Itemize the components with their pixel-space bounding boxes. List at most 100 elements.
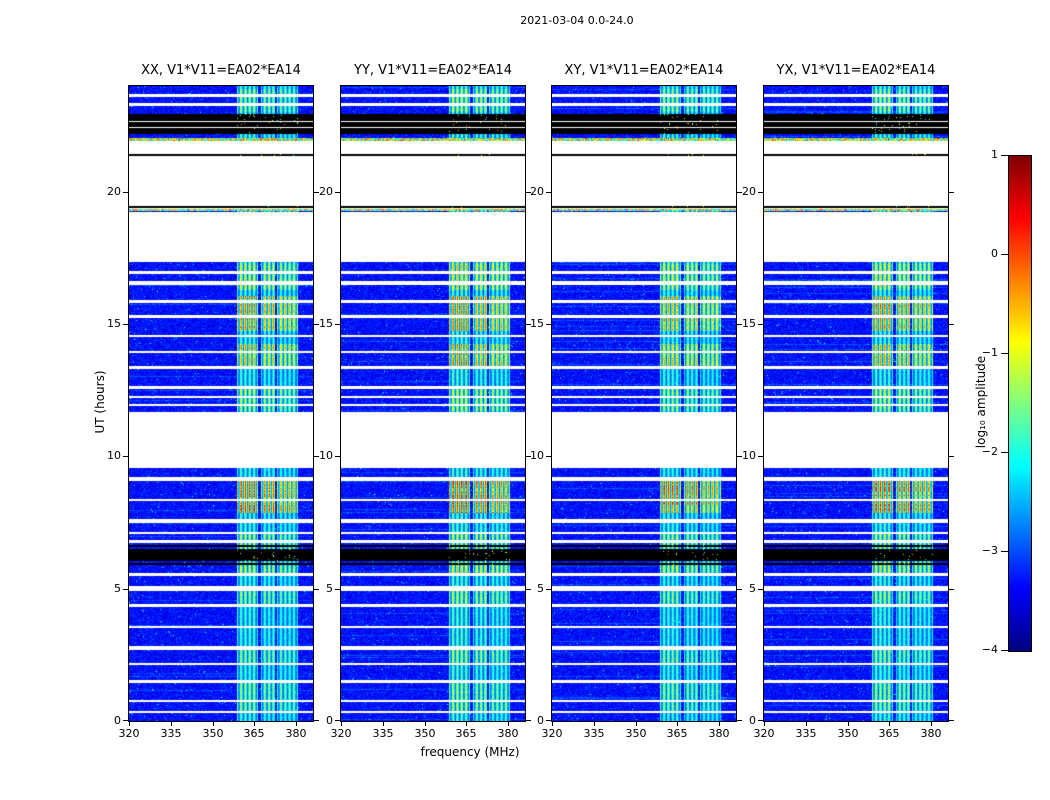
x-tick-label: 335 bbox=[372, 727, 394, 740]
y-tick-right bbox=[314, 324, 319, 325]
y-tick-right bbox=[737, 589, 742, 590]
y-tick bbox=[123, 456, 128, 457]
y-axis-label: UT (hours) bbox=[93, 370, 107, 434]
y-tick-label: 10 bbox=[742, 449, 756, 462]
y-tick-label: 5 bbox=[114, 582, 121, 595]
spectrogram-canvas bbox=[129, 86, 313, 721]
x-tick bbox=[848, 722, 849, 726]
y-tick-label: 15 bbox=[319, 317, 333, 330]
y-tick-label: 10 bbox=[530, 449, 544, 462]
x-tick-label: 335 bbox=[795, 727, 817, 740]
y-tick bbox=[758, 720, 763, 721]
y-tick-right bbox=[526, 720, 531, 721]
x-tick-label: 350 bbox=[625, 727, 647, 740]
x-tick-label: 365 bbox=[243, 727, 265, 740]
y-tick-label: 0 bbox=[114, 714, 121, 727]
y-tick bbox=[546, 324, 551, 325]
x-tick bbox=[677, 722, 678, 726]
y-tick-right bbox=[526, 324, 531, 325]
y-tick-label: 0 bbox=[326, 714, 333, 727]
x-tick bbox=[383, 722, 384, 726]
x-tick bbox=[254, 722, 255, 726]
y-tick-label: 15 bbox=[742, 317, 756, 330]
y-tick bbox=[546, 720, 551, 721]
x-tick bbox=[719, 722, 720, 726]
y-tick bbox=[335, 720, 340, 721]
y-tick-label: 15 bbox=[530, 317, 544, 330]
x-tick-label: 380 bbox=[920, 727, 942, 740]
panel-title: YX, V1*V11=EA02*EA14 bbox=[776, 63, 936, 78]
colorbar bbox=[1008, 155, 1032, 652]
y-tick-label: 5 bbox=[749, 582, 756, 595]
y-tick-right bbox=[737, 720, 742, 721]
x-tick bbox=[341, 722, 342, 726]
y-tick-label: 10 bbox=[319, 449, 333, 462]
y-tick-right bbox=[526, 589, 531, 590]
spectrogram-panel-xx: XX, V1*V11=EA02*EA14 0 5 10 15 20 320 335 350 36… bbox=[107, 63, 319, 740]
x-tick-label: 320 bbox=[330, 727, 352, 740]
colorbar-tick bbox=[1001, 353, 1008, 354]
colorbar-tick bbox=[1001, 551, 1008, 552]
spectrogram-panel-yy: YY, V1*V11=EA02*EA14 0 5 10 15 20 320 335 350 36… bbox=[319, 63, 531, 740]
colorbar-canvas bbox=[1009, 156, 1031, 651]
x-tick-label: 380 bbox=[285, 727, 307, 740]
y-tick-right bbox=[737, 456, 742, 457]
y-tick bbox=[335, 324, 340, 325]
colorbar-tick bbox=[1001, 155, 1008, 156]
x-tick-label: 320 bbox=[753, 727, 775, 740]
colorbar-tick-label: −1 bbox=[981, 346, 998, 359]
x-tick bbox=[636, 722, 637, 726]
y-tick bbox=[123, 720, 128, 721]
x-tick bbox=[806, 722, 807, 726]
spectrogram-canvas bbox=[552, 86, 736, 721]
y-tick-label: 15 bbox=[107, 317, 121, 330]
y-tick-label: 0 bbox=[749, 714, 756, 727]
y-tick bbox=[123, 589, 128, 590]
x-tick-label: 335 bbox=[160, 727, 182, 740]
x-tick bbox=[508, 722, 509, 726]
y-tick bbox=[758, 324, 763, 325]
y-tick-right bbox=[314, 192, 319, 193]
x-tick bbox=[129, 722, 130, 726]
x-tick bbox=[931, 722, 932, 726]
y-tick-right bbox=[949, 456, 954, 457]
y-tick-label: 0 bbox=[537, 714, 544, 727]
colorbar-label: log₁₀ amplitude bbox=[974, 355, 988, 449]
y-tick bbox=[546, 589, 551, 590]
spectrogram-canvas bbox=[341, 86, 525, 721]
figure-title: 2021-03-04 0.0-24.0 bbox=[520, 14, 634, 27]
x-tick-label: 365 bbox=[455, 727, 477, 740]
y-tick-right bbox=[737, 192, 742, 193]
colorbar-tick-label: 0 bbox=[991, 247, 998, 260]
y-tick-label: 10 bbox=[107, 449, 121, 462]
x-tick bbox=[552, 722, 553, 726]
panel-title: XY, V1*V11=EA02*EA14 bbox=[564, 63, 724, 78]
y-tick bbox=[758, 192, 763, 193]
x-tick-label: 320 bbox=[118, 727, 140, 740]
colorbar-tick bbox=[1001, 254, 1008, 255]
y-tick-right bbox=[949, 192, 954, 193]
y-tick-label: 20 bbox=[107, 185, 121, 198]
y-tick-label: 20 bbox=[319, 185, 333, 198]
y-tick bbox=[546, 192, 551, 193]
spectrogram-canvas bbox=[764, 86, 948, 721]
x-tick-label: 365 bbox=[878, 727, 900, 740]
y-tick-right bbox=[737, 324, 742, 325]
spectrogram-panel-yx: YX, V1*V11=EA02*EA14 0 5 10 15 20 320 335 350 36… bbox=[742, 63, 954, 740]
y-tick-label: 20 bbox=[530, 185, 544, 198]
y-tick-right bbox=[949, 589, 954, 590]
y-tick-right bbox=[949, 324, 954, 325]
x-tick bbox=[213, 722, 214, 726]
x-tick bbox=[466, 722, 467, 726]
y-tick-right bbox=[949, 720, 954, 721]
y-tick bbox=[123, 324, 128, 325]
colorbar-tick-label: −4 bbox=[981, 643, 998, 656]
colorbar-tick-label: 1 bbox=[991, 148, 998, 161]
x-tick-label: 350 bbox=[414, 727, 436, 740]
colorbar-tick bbox=[1001, 650, 1008, 651]
y-tick-right bbox=[314, 589, 319, 590]
colorbar-tick-label: −3 bbox=[981, 544, 998, 557]
y-tick-right bbox=[526, 456, 531, 457]
x-tick bbox=[296, 722, 297, 726]
